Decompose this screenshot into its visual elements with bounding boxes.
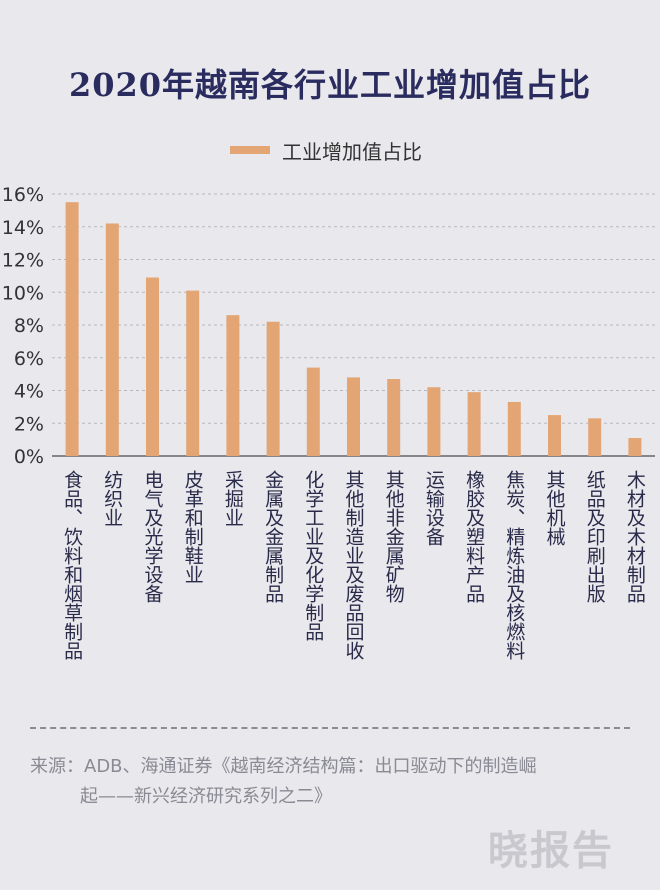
bar-chart: 0% 2% 4% 6% 8% 10% 12% 14% 16% 食品、饮料和烟草制品 纺织业 电气及光学… [2, 184, 655, 660]
x-tick-label: 食品、饮料和烟草制品 [61, 470, 83, 660]
x-tick-label: 木材及木材制品 [624, 470, 646, 603]
bar [266, 321, 280, 456]
x-tick-label: 化学工业及化学制品 [302, 470, 324, 641]
x-tick-label: 焦炭、精炼油及核燃料 [503, 470, 525, 660]
x-tick-label: 其他非金属矿物 [383, 470, 405, 603]
divider [30, 727, 630, 729]
x-tick-label: 采掘业 [222, 470, 244, 527]
y-tick-label: 16% [2, 184, 44, 206]
source-line-1: 来源：ADB、海通证券《越南经济结构篇：出口驱动下的制造崛 [30, 756, 537, 777]
bar [548, 415, 561, 456]
bar [507, 401, 521, 456]
y-tick-label: 2% [14, 413, 44, 435]
y-tick-label: 4% [14, 381, 44, 403]
x-tick-label: 金属及金属制品 [262, 470, 284, 603]
x-tick-label: 电气及光学设备 [142, 470, 164, 603]
x-tick-label: 橡胶及塑料产品 [463, 470, 485, 603]
y-tick-label: 10% [2, 282, 44, 304]
x-tick-label: 纸品及印刷出版 [584, 470, 606, 603]
bar [146, 277, 159, 456]
source-note: 来源：ADB、海通证券《越南经济结构篇：出口驱动下的制造崛 起——新兴经济研究系… [30, 752, 640, 812]
bar [306, 367, 320, 456]
source-line-2: 起——新兴经济研究系列之二》 [80, 786, 332, 807]
y-tick-label: 12% [2, 250, 44, 272]
bar [427, 387, 441, 456]
bar [387, 379, 401, 456]
y-tick-label: 8% [14, 315, 44, 337]
y-tick-label: 6% [14, 348, 44, 370]
bar [186, 290, 200, 456]
chart-title: 2020年越南各行业工业增加值占比 [68, 66, 592, 104]
x-tick-label: 运输设备 [423, 470, 445, 546]
bar [226, 315, 240, 456]
legend-label: 工业增加值占比 [282, 139, 422, 164]
bar [588, 418, 602, 456]
watermark-logo: 晓报告 [488, 828, 614, 874]
x-tick-label: 其他机械 [544, 470, 566, 546]
x-tick-label: 皮革和制鞋业 [182, 470, 204, 584]
x-tick-label: 其他制造业及废品回收 [343, 470, 365, 660]
y-tick-label: 0% [14, 446, 44, 468]
bar [105, 223, 119, 456]
y-tick-label: 14% [2, 217, 44, 239]
legend: 工业增加值占比 [230, 136, 422, 164]
bar [628, 437, 642, 456]
bar [347, 377, 360, 456]
bar [65, 202, 79, 456]
x-tick-label: 纺织业 [101, 470, 123, 527]
legend-swatch [230, 146, 270, 154]
bar [467, 392, 481, 456]
